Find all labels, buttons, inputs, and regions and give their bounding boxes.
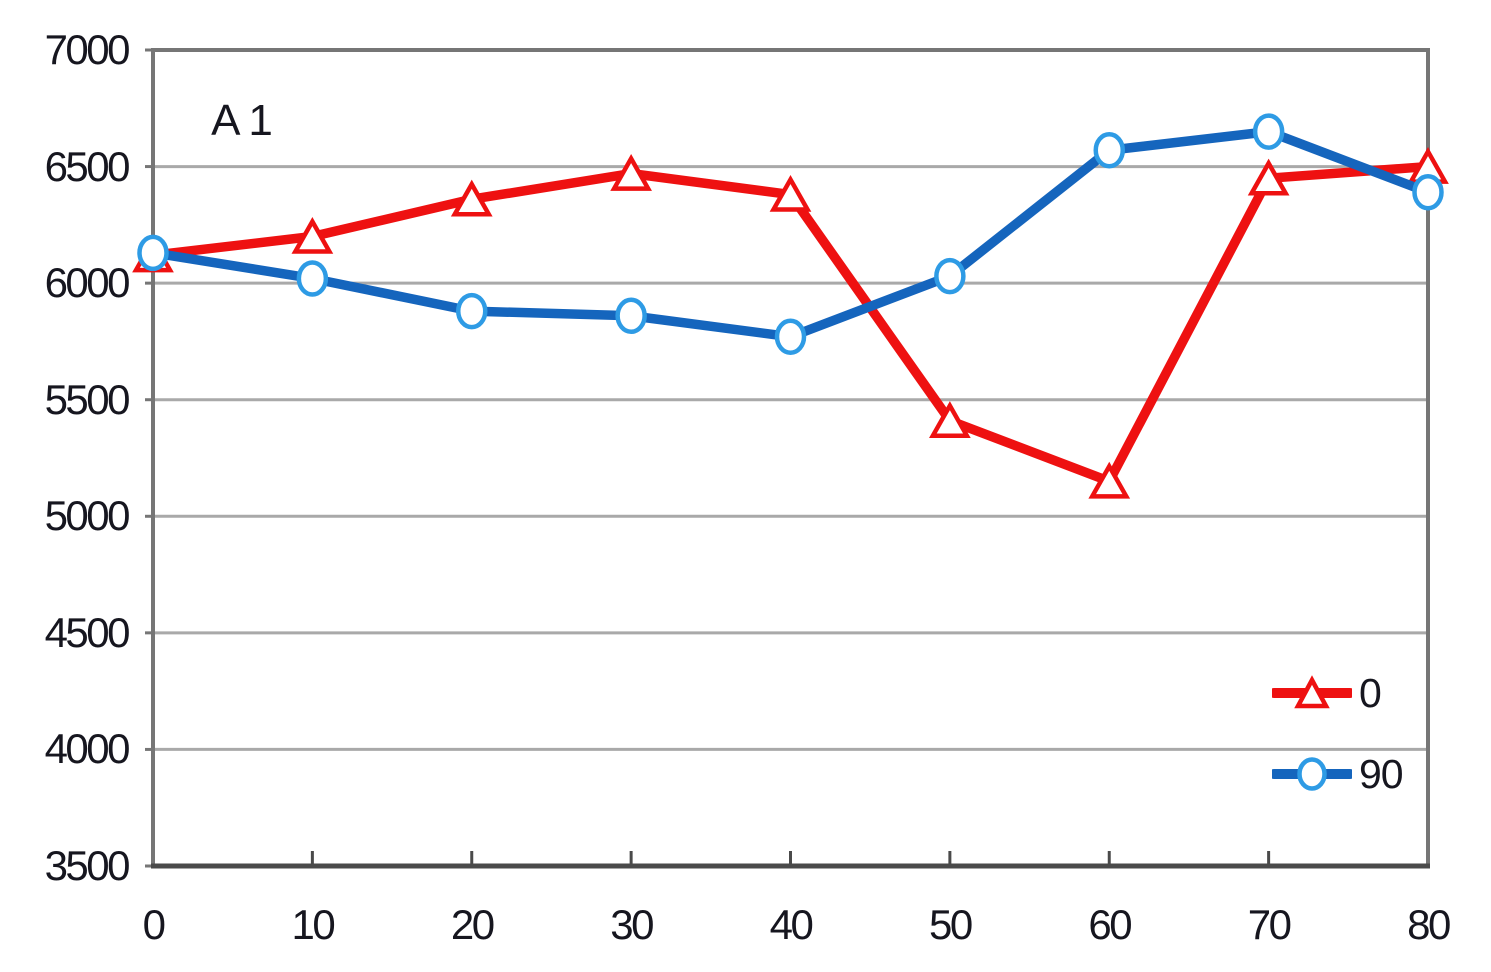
x-tick-label: 80 xyxy=(1407,901,1451,948)
circle-legend-marker-icon xyxy=(1272,757,1352,791)
y-tick-label: 4500 xyxy=(44,608,131,656)
x-tick-label: 10 xyxy=(291,901,336,948)
data-point-90 xyxy=(296,260,329,297)
chart-title: A1 xyxy=(211,96,281,145)
data-point-0 xyxy=(450,179,493,217)
data-point-90 xyxy=(934,257,966,295)
x-tick-label: 40 xyxy=(769,901,814,948)
x-tick-label: 60 xyxy=(1088,901,1132,948)
y-tick-label: 6000 xyxy=(44,259,131,307)
y-tick-label: 5000 xyxy=(44,492,131,540)
data-point-90 xyxy=(615,297,647,335)
data-point-90 xyxy=(1252,113,1285,150)
data-point-0 xyxy=(929,401,971,438)
y-tick-label: 3500 xyxy=(44,842,131,889)
data-point-0 xyxy=(1088,461,1131,499)
y-tick-label: 5500 xyxy=(44,375,131,423)
x-tick-label: 70 xyxy=(1247,901,1292,948)
x-tick-label: 30 xyxy=(610,901,654,948)
data-point-90 xyxy=(1412,173,1444,211)
data-point-0 xyxy=(769,174,812,212)
x-tick-label: 50 xyxy=(929,901,973,948)
legend-marker xyxy=(1297,757,1327,791)
data-point-90 xyxy=(137,234,169,272)
data-point-90 xyxy=(456,292,488,330)
data-point-90 xyxy=(1093,132,1125,169)
legend-marker xyxy=(1294,675,1330,709)
y-tick-label: 4000 xyxy=(44,725,131,773)
legend-item-90: 90 xyxy=(1272,749,1404,799)
y-tick-label: 7000 xyxy=(44,26,131,73)
legend-label: 0 xyxy=(1359,669,1382,716)
x-tick-label: 0 xyxy=(142,901,166,948)
data-point-90 xyxy=(774,318,807,356)
x-tick-label: 20 xyxy=(450,901,495,948)
data-point-0 xyxy=(291,216,334,254)
legend-item-0: 0 xyxy=(1272,668,1382,718)
data-point-0 xyxy=(610,154,652,191)
y-tick-label: 6500 xyxy=(44,142,131,190)
legend-label: 90 xyxy=(1359,750,1404,797)
triangle-legend-marker-icon xyxy=(1272,675,1352,709)
data-point-0 xyxy=(1247,158,1290,196)
